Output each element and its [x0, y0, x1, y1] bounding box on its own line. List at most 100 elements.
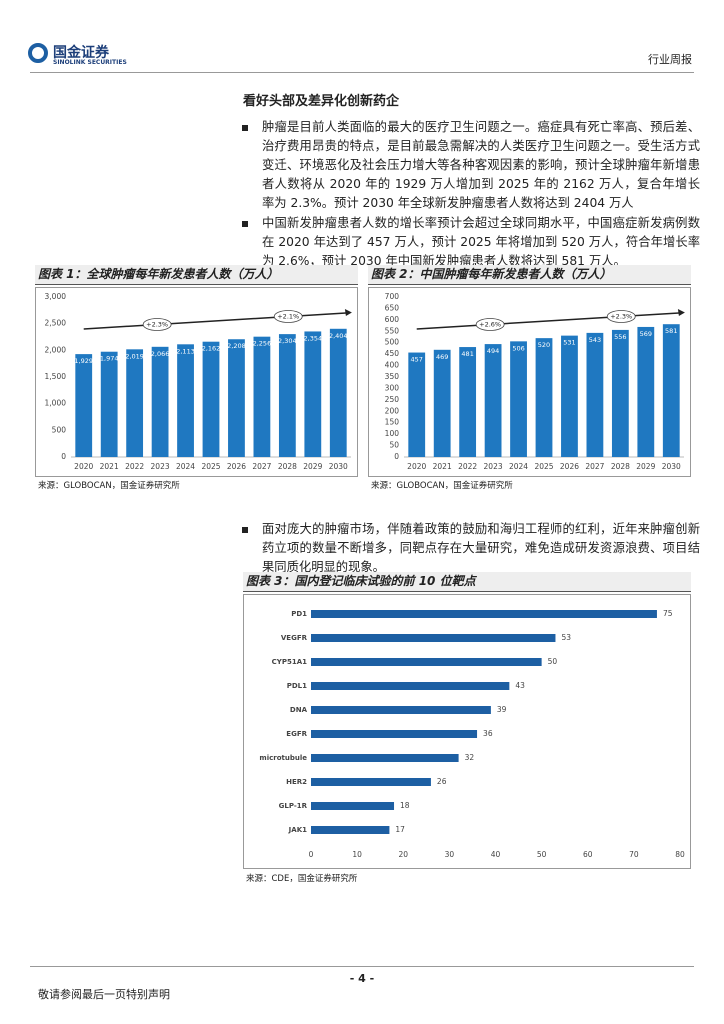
annotation-badge — [142, 318, 172, 331]
y-tick-label: 600 — [385, 315, 400, 324]
x-tick-label: 2029 — [303, 462, 322, 471]
x-tick-label: 60 — [583, 850, 593, 859]
x-tick-label: 2030 — [329, 462, 348, 471]
annotation: +2.1% — [277, 313, 299, 321]
bullet-text: 面对庞大的肿瘤市场，伴随着政策的鼓励和海归工程师的红利，近年来肿瘤创新药立项的数… — [262, 522, 700, 574]
bar — [484, 344, 502, 457]
value-label: 2,404 — [329, 332, 348, 340]
value-label: 506 — [512, 344, 524, 352]
bar — [177, 344, 194, 457]
x-tick-label: 2020 — [74, 462, 93, 471]
annotation-badge — [273, 310, 303, 323]
value-label: 581 — [665, 327, 677, 335]
category-label: DNA — [290, 706, 308, 714]
y-tick-label: 150 — [385, 418, 400, 427]
value-label: 543 — [589, 336, 601, 344]
y-tick-label: 0 — [61, 452, 66, 461]
value-label: 26 — [437, 777, 447, 786]
section-title: 看好头部及差异化创新药企 — [243, 94, 400, 109]
bar — [75, 354, 93, 457]
category-label: GLP-1R — [279, 802, 308, 810]
bullet-text: 中国新发肿瘤患者人数的增长率预计会超过全球同期水平，中国癌症新发病例数在 202… — [262, 216, 700, 268]
y-tick-label: 500 — [385, 338, 400, 347]
value-label: 18 — [400, 801, 410, 810]
x-tick-label: 10 — [352, 850, 362, 859]
category-label: PDL1 — [287, 682, 307, 690]
disclaimer: 敬请参阅最后一页特别声明 — [38, 988, 170, 1001]
footer-rule — [30, 966, 694, 967]
x-tick-label: 2025 — [201, 462, 220, 471]
bullet-icon — [242, 527, 248, 533]
value-label: 1,974 — [100, 355, 119, 363]
annotation: +2.3% — [610, 313, 632, 321]
bar — [510, 341, 527, 457]
value-label: 531 — [563, 339, 575, 347]
value-label: 39 — [497, 705, 507, 714]
bullet-icon — [242, 221, 248, 227]
y-tick-label: 350 — [385, 372, 400, 381]
bar — [311, 634, 556, 642]
bar — [408, 352, 426, 457]
arrow-head — [344, 309, 352, 316]
x-tick-label: 2029 — [636, 462, 655, 471]
y-tick-label: 100 — [385, 429, 400, 438]
y-tick-label: 3,000 — [45, 292, 67, 301]
value-label: 2,019 — [125, 352, 144, 360]
value-label: 43 — [515, 681, 525, 690]
bar — [662, 324, 680, 457]
bar — [637, 326, 655, 457]
x-tick-label: 70 — [629, 850, 639, 859]
category-label: HER2 — [286, 778, 307, 786]
value-label: 2,256 — [253, 340, 272, 348]
bar — [100, 351, 118, 457]
figure-source: 来源：GLOBOCAN，国金证券研究所 — [371, 481, 513, 491]
category-label: microtubule — [259, 754, 307, 762]
value-label: 569 — [640, 330, 652, 338]
y-tick-label: 650 — [385, 303, 400, 312]
x-tick-label: 2021 — [100, 462, 119, 471]
chart: 0 10 20 30 40 50 60 70 80 75 PD1 53 VEGFR 50 CYP51A1 43… — [243, 594, 691, 869]
bar — [278, 334, 296, 457]
plot-frame — [243, 594, 691, 869]
x-tick-label: 2028 — [278, 462, 297, 471]
y-tick-label: 250 — [385, 395, 400, 404]
bar — [311, 682, 510, 690]
y-tick-label: 1,500 — [45, 372, 67, 381]
header-section: 行业周报 — [648, 53, 692, 66]
annotation: +2.6% — [479, 321, 501, 329]
figure-title: 图表 3：国内登记临床试验的前 10 位靶点 — [243, 572, 691, 592]
category-label: JAK1 — [288, 826, 307, 834]
y-tick-label: 700 — [385, 292, 400, 301]
x-tick-label: 2022 — [458, 462, 477, 471]
value-label: 457 — [411, 356, 423, 364]
x-tick-label: 2023 — [151, 462, 170, 471]
x-tick-label: 2020 — [407, 462, 426, 471]
logo-mark — [28, 43, 48, 63]
plot-frame — [368, 287, 691, 477]
y-tick-label: 500 — [52, 425, 67, 434]
header-rule — [30, 72, 694, 73]
value-label: 2,208 — [227, 342, 246, 350]
x-tick-label: 50 — [537, 850, 547, 859]
page-number: - 4 - — [349, 972, 375, 985]
value-label: 2,162 — [202, 345, 221, 353]
bar — [304, 331, 322, 457]
x-tick-label: 2024 — [509, 462, 528, 471]
logo-en: SINOLINK SECURITIES — [53, 59, 127, 66]
y-tick-label: 0 — [394, 452, 399, 461]
bar — [433, 349, 451, 457]
bar — [561, 335, 578, 457]
value-label: 36 — [483, 729, 493, 738]
y-tick-label: 200 — [385, 406, 400, 415]
x-tick-label: 2025 — [534, 462, 553, 471]
x-tick-label: 0 — [309, 850, 314, 859]
bar — [311, 802, 395, 810]
value-label: 2,304 — [278, 337, 297, 345]
y-tick-label: 2,000 — [45, 345, 67, 354]
bar — [329, 328, 347, 457]
x-tick-label: 80 — [675, 850, 685, 859]
value-label: 2,113 — [176, 347, 195, 355]
value-label: 32 — [465, 753, 475, 762]
bar — [311, 754, 459, 762]
bar — [611, 329, 629, 457]
